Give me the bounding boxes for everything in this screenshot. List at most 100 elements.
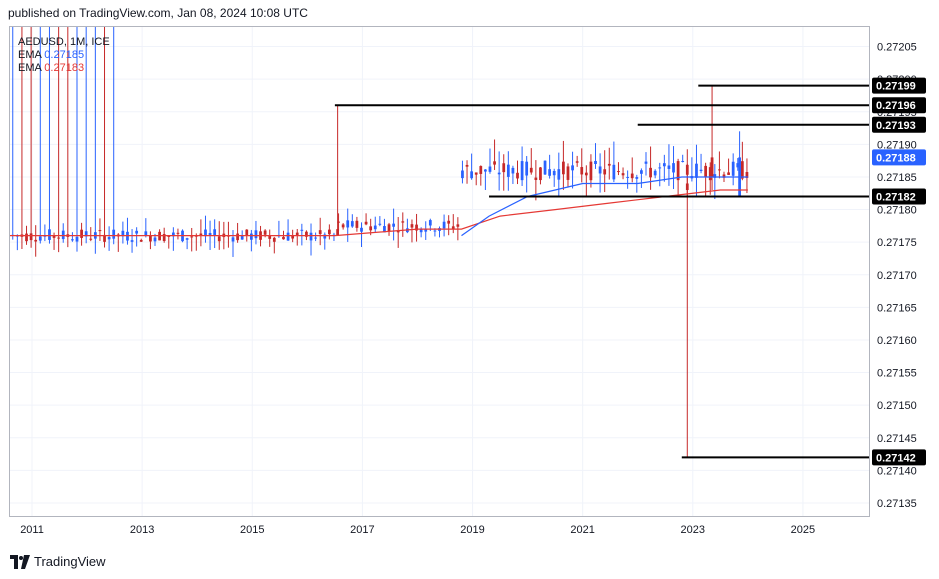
candle-body <box>497 172 501 175</box>
level-label: 0.27182 <box>876 192 916 204</box>
level-label-box <box>872 77 926 94</box>
candle-body <box>291 235 295 239</box>
candle-body <box>470 171 473 179</box>
level-label: 0.27199 <box>876 81 916 93</box>
candle-body <box>336 229 340 236</box>
candle-body <box>575 161 579 163</box>
symbol-label[interactable]: AEDUSD, 1M, ICE <box>18 36 110 48</box>
candle-body <box>176 232 180 234</box>
candle-body <box>598 166 602 174</box>
candle-body <box>25 233 28 242</box>
candle-body <box>713 174 717 178</box>
ema-red-value: 0.27183 <box>44 62 85 74</box>
candle-body <box>695 163 698 178</box>
candle-body <box>29 233 33 241</box>
candle-body <box>240 235 244 240</box>
candle-body <box>529 167 533 173</box>
candle-body <box>548 169 552 176</box>
candle-body <box>722 174 726 178</box>
candle-body <box>309 232 313 241</box>
candle-body <box>543 160 547 175</box>
candle-body <box>584 172 588 176</box>
ema-blue-legend[interactable]: EMA 0.27185 <box>18 49 110 62</box>
candle-body <box>534 177 538 180</box>
tradingview-footer[interactable]: TradingView <box>10 554 106 569</box>
chart-pane[interactable] <box>9 26 870 517</box>
candle-body <box>662 163 666 167</box>
candle-body <box>410 224 414 228</box>
candle-body <box>640 170 643 174</box>
candle-body <box>149 235 152 242</box>
candle-body <box>387 224 391 232</box>
ema-red-legend[interactable]: EMA 0.27183 <box>18 62 110 75</box>
candle-body <box>369 226 373 231</box>
y-tick-label: 0.27170 <box>877 270 917 282</box>
y-tick-label: 0.27155 <box>877 368 917 380</box>
candle-body <box>653 170 657 176</box>
candle-body <box>667 165 671 169</box>
candle-body <box>190 236 194 238</box>
candle-body <box>710 157 714 177</box>
candle-body <box>424 229 428 232</box>
candle-body <box>520 161 524 181</box>
candle-body <box>139 239 143 242</box>
candle-body <box>571 165 574 171</box>
x-tick-label: 2019 <box>460 524 484 536</box>
x-tick-label: 2023 <box>681 524 705 536</box>
x-tick-label: 2015 <box>240 524 264 536</box>
candle-body <box>52 235 56 238</box>
candle-body <box>465 164 469 167</box>
level-label-box <box>872 116 926 133</box>
x-tick-label: 2011 <box>20 524 44 536</box>
candle-body <box>502 163 506 173</box>
candle-body <box>488 166 492 172</box>
candles <box>11 27 749 458</box>
candle-body <box>57 237 61 239</box>
candle-body <box>699 169 703 171</box>
candle-body <box>461 170 464 179</box>
candle-body <box>38 236 42 241</box>
candle-body <box>34 239 38 242</box>
y-tick-label: 0.27160 <box>877 335 917 347</box>
candle-body <box>672 163 675 173</box>
candle-body <box>185 238 189 240</box>
candle-body <box>249 233 253 240</box>
candle-body <box>612 164 616 180</box>
candle-body <box>603 169 607 175</box>
ema-red-label: EMA <box>18 62 42 74</box>
candle-body <box>350 221 354 227</box>
y-tick-label: 0.27165 <box>877 302 917 314</box>
y-tick-label: 0.27180 <box>877 205 917 217</box>
candle-body <box>286 232 290 241</box>
candle-body <box>360 227 363 232</box>
candle-body <box>204 229 207 237</box>
candle-body <box>607 163 611 166</box>
candle-body <box>144 231 148 236</box>
candle-body <box>708 167 712 181</box>
candle-body <box>617 171 620 173</box>
candle-body <box>594 160 597 165</box>
candle-body <box>355 220 359 228</box>
candle-body <box>272 237 276 242</box>
candle-body <box>217 236 221 242</box>
candle-body <box>392 223 395 227</box>
candle-body <box>718 169 721 171</box>
candle-body <box>231 237 235 242</box>
candle-body <box>135 230 139 234</box>
candle-body <box>401 221 405 223</box>
level-label-box <box>872 97 926 114</box>
y-tick-label: 0.27140 <box>877 465 917 477</box>
y-tick-label: 0.27145 <box>877 433 917 445</box>
candle-body <box>263 230 267 235</box>
x-tick-label: 2013 <box>130 524 154 536</box>
candle-body <box>589 161 593 181</box>
level-label-box <box>872 449 926 466</box>
grid-lines <box>10 27 869 516</box>
candle-body <box>451 226 455 230</box>
candle-body <box>236 233 239 241</box>
candle-body <box>364 221 368 225</box>
candle-body <box>621 173 625 176</box>
tradingview-logo-icon <box>10 554 30 569</box>
candle-body <box>676 161 680 181</box>
